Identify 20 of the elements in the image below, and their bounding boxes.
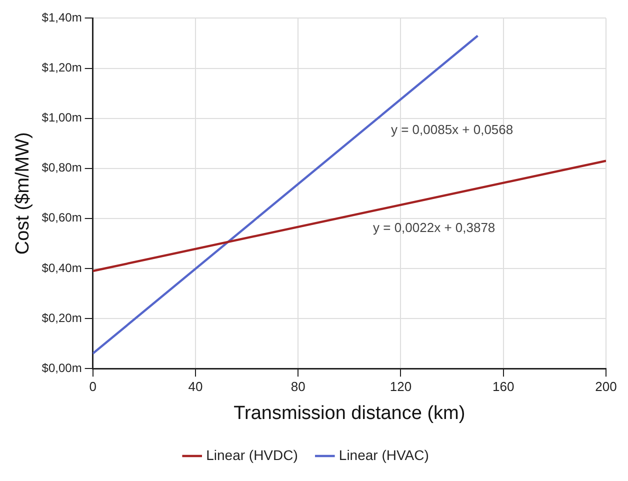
- x-tick-label: 200: [595, 378, 617, 394]
- y-tick-label: $1,40m: [42, 10, 82, 25]
- y-tick-label: $0,60m: [42, 210, 82, 225]
- annotation: y = 0,0022x + 0,3878: [373, 220, 496, 236]
- x-tick-label: 160: [492, 378, 514, 394]
- y-tick-label: $0,80m: [42, 160, 82, 175]
- y-tick-label: $0,40m: [42, 260, 82, 275]
- y-tick-label: $0,00m: [42, 360, 82, 375]
- annotation: y = 0,0085x + 0,0568: [390, 122, 514, 137]
- x-tick-label: 80: [290, 378, 306, 394]
- x-tick-label: 40: [188, 378, 203, 394]
- legend-label: Linear (HVDC): [206, 446, 298, 463]
- y-tick-label: $1,00m: [42, 110, 82, 125]
- y-tick-label: $1,20m: [42, 60, 82, 75]
- y-tick-label: $0,20m: [42, 310, 82, 325]
- legend-label: Linear (HVAC): [338, 446, 429, 463]
- y-axis-title: Cost ($m/MW): [12, 132, 34, 255]
- x-axis-title: Transmission distance (km): [234, 402, 466, 424]
- x-tick-label: 120: [390, 378, 412, 394]
- x-tick-label: 0: [89, 378, 96, 394]
